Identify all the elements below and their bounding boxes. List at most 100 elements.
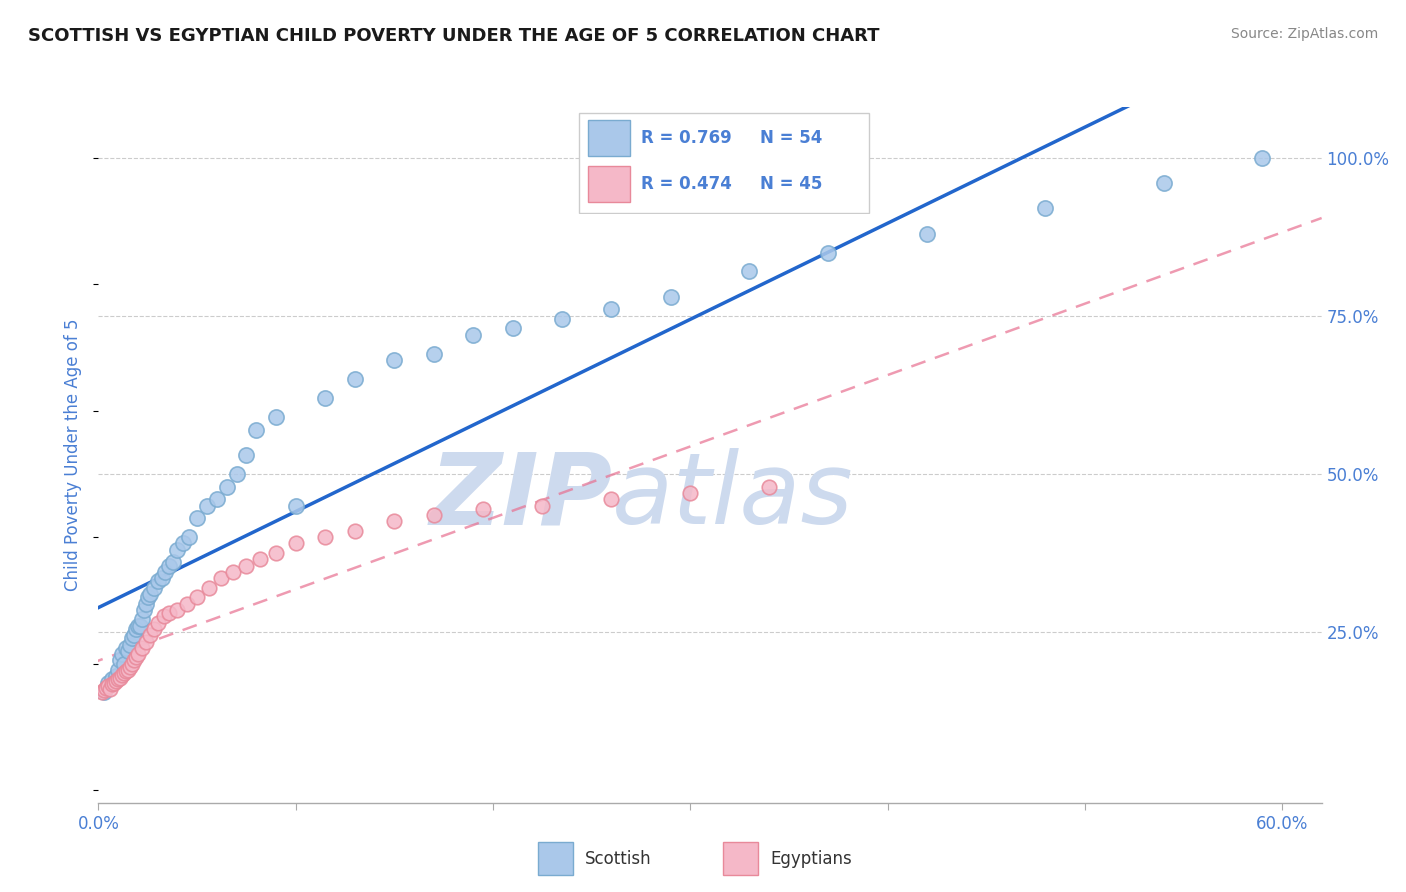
Point	[209, 571, 232, 585]
Point	[121, 632, 143, 646]
Point	[101, 677, 124, 691]
Text: N = 45: N = 45	[759, 175, 823, 193]
Point	[131, 640, 153, 655]
Point	[107, 663, 129, 677]
Point	[159, 606, 181, 620]
Point	[186, 511, 208, 525]
Point	[817, 245, 839, 260]
FancyBboxPatch shape	[588, 166, 630, 202]
Point	[162, 556, 184, 570]
Point	[172, 536, 194, 550]
FancyBboxPatch shape	[537, 842, 574, 874]
Point	[108, 653, 131, 667]
Point	[138, 628, 160, 642]
Point	[97, 679, 120, 693]
Text: atlas: atlas	[612, 448, 853, 545]
Point	[146, 615, 169, 630]
Point	[117, 663, 139, 677]
Point	[131, 612, 153, 626]
Point	[105, 669, 128, 683]
Point	[205, 492, 228, 507]
Text: R = 0.474: R = 0.474	[641, 175, 733, 193]
Point	[159, 558, 181, 573]
Text: ZIP: ZIP	[429, 448, 612, 545]
Point	[423, 347, 446, 361]
Point	[121, 657, 143, 671]
Point	[264, 546, 287, 560]
Point	[136, 591, 159, 605]
Text: SCOTTISH VS EGYPTIAN CHILD POVERTY UNDER THE AGE OF 5 CORRELATION CHART: SCOTTISH VS EGYPTIAN CHILD POVERTY UNDER…	[28, 27, 880, 45]
Point	[472, 501, 495, 516]
Point	[135, 634, 157, 648]
Point	[186, 591, 208, 605]
Point	[166, 542, 188, 557]
Point	[531, 499, 554, 513]
Point	[111, 668, 134, 682]
Point	[1251, 151, 1274, 165]
Text: Egyptians: Egyptians	[770, 849, 852, 868]
Point	[314, 391, 336, 405]
Point	[96, 681, 118, 695]
Point	[1153, 176, 1175, 190]
Point	[343, 372, 366, 386]
Point	[107, 673, 129, 687]
Point	[198, 581, 221, 595]
Point	[235, 558, 257, 573]
Point	[138, 587, 160, 601]
Point	[125, 622, 148, 636]
Point	[115, 640, 138, 655]
Point	[235, 448, 257, 462]
Point	[152, 609, 174, 624]
Point	[150, 571, 173, 585]
Point	[166, 603, 188, 617]
Point	[91, 685, 114, 699]
Point	[155, 565, 177, 579]
Point	[93, 683, 115, 698]
Text: Scottish: Scottish	[585, 849, 651, 868]
Point	[127, 647, 149, 661]
Point	[103, 675, 125, 690]
Point	[382, 353, 405, 368]
Point	[600, 302, 623, 317]
Point	[382, 514, 405, 528]
Point	[245, 423, 267, 437]
Point	[1035, 201, 1057, 215]
Point	[125, 650, 148, 665]
Point	[122, 628, 145, 642]
Point	[132, 603, 155, 617]
Point	[122, 653, 145, 667]
Point	[112, 666, 135, 681]
Text: Source: ZipAtlas.com: Source: ZipAtlas.com	[1230, 27, 1378, 41]
Text: N = 54: N = 54	[759, 128, 823, 146]
Point	[679, 486, 702, 500]
Point	[97, 675, 120, 690]
Point	[146, 574, 169, 589]
Point	[179, 530, 201, 544]
Point	[249, 552, 271, 566]
Point	[343, 524, 366, 538]
Point	[135, 597, 157, 611]
Point	[463, 327, 485, 342]
Point	[284, 499, 307, 513]
Point	[142, 622, 165, 636]
Point	[738, 264, 761, 278]
Point	[128, 618, 150, 632]
Point	[195, 499, 218, 513]
Point	[142, 581, 165, 595]
Point	[915, 227, 938, 241]
Point	[101, 673, 124, 687]
Point	[659, 290, 682, 304]
Point	[551, 312, 574, 326]
Point	[117, 644, 139, 658]
Point	[98, 681, 121, 696]
Point	[284, 536, 307, 550]
Point	[215, 479, 238, 493]
Point	[423, 508, 446, 522]
Point	[176, 597, 198, 611]
Point	[127, 618, 149, 632]
Point	[264, 409, 287, 424]
FancyBboxPatch shape	[723, 842, 758, 874]
Point	[225, 467, 247, 481]
FancyBboxPatch shape	[579, 112, 869, 213]
Point	[111, 647, 134, 661]
